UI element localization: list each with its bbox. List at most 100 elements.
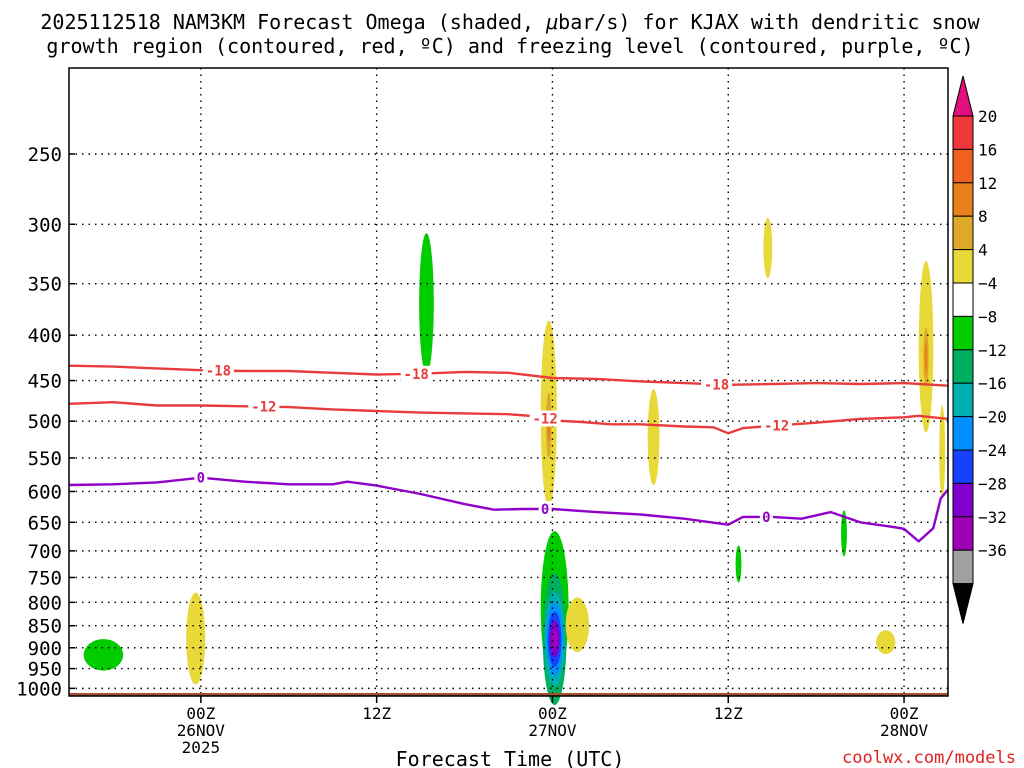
contour-label--18: -18 <box>206 364 231 380</box>
omega-shade <box>735 545 742 583</box>
omega-shade <box>647 389 660 485</box>
credit-text: coolwx.com/models <box>842 748 1016 768</box>
colorbar-label: −12 <box>978 341 1007 360</box>
contour-label--12: -12 <box>251 400 276 416</box>
y-tick-label: 250 <box>28 144 62 166</box>
contour-label-0: 0 <box>762 510 770 526</box>
colorbar-swatch <box>952 215 974 251</box>
y-tick-label: 450 <box>28 371 62 393</box>
x-tick-label: 27NOV <box>528 721 577 740</box>
colorbar-swatch <box>952 482 974 518</box>
x-tick-label: 00Z <box>186 704 215 723</box>
colorbar-swatch <box>952 349 974 384</box>
y-tick-label: 650 <box>28 512 62 534</box>
colorbar-swatch <box>952 249 974 284</box>
y-tick-label: 950 <box>28 659 62 681</box>
y-tick-label: 600 <box>28 481 62 503</box>
y-tick-label: 700 <box>28 541 62 563</box>
contour-layer: -18 -18 -18 -12 -12 -12 0 0 0 <box>68 362 949 543</box>
contour-label--18: -18 <box>704 377 729 393</box>
colorbar-swatch <box>952 516 974 551</box>
omega-positive-feature-9 <box>939 405 946 498</box>
contour-label--18: -18 <box>404 367 429 383</box>
x-tick-label: 28NOV <box>880 721 929 740</box>
colorbar-label: 8 <box>978 207 988 226</box>
chart-title-mu-symbol: μ <box>545 10 558 34</box>
y-tick-label: 500 <box>28 411 62 433</box>
y-tick-label: 1000 <box>16 678 62 700</box>
colorbar-label: 4 <box>978 241 988 260</box>
omega-shade <box>186 592 206 685</box>
colorbar-label: −20 <box>978 408 1007 427</box>
colorbar-swatch <box>952 315 974 351</box>
contour-label--12: -12 <box>764 418 789 434</box>
y-tick-label: 300 <box>28 214 62 236</box>
x-tick-label: 12Z <box>714 704 743 723</box>
chart-title-line-1-prefix: 2025112518 NAM3KM Forecast Omega (shaded… <box>40 10 546 34</box>
colorbar-label: −16 <box>978 374 1007 393</box>
omega-shade <box>83 639 124 671</box>
contour-label-bg <box>761 417 793 434</box>
x-tick-label: 00Z <box>890 704 919 723</box>
colorbar-swatch <box>952 115 974 150</box>
omega-shade <box>876 630 896 655</box>
colorbar-swatch <box>952 182 974 217</box>
omega-positive-feature-8 <box>918 261 934 433</box>
chart-title-line-1-suffix: bar/s) for KJAX with dendritic snow <box>558 10 980 34</box>
terrain-fill <box>69 692 948 696</box>
colorbar-swatch <box>952 148 974 184</box>
omega-shade <box>763 217 773 279</box>
colorbar-label: 12 <box>978 174 997 193</box>
colorbar-label: −28 <box>978 474 1007 493</box>
y-tick-label: 550 <box>28 448 62 470</box>
contour-label-bg <box>701 376 733 393</box>
omega-shade-peak <box>924 341 928 373</box>
omega-positive-feature-11 <box>565 597 590 653</box>
y-tick-label: 750 <box>28 567 62 589</box>
plot-frame <box>68 67 949 697</box>
y-tick-label: 800 <box>28 592 62 614</box>
omega-positive-feature-6 <box>647 389 660 485</box>
colorbar-swatch <box>952 416 974 451</box>
y-tick-label: 900 <box>28 638 62 660</box>
colorbar: 20 16 12 8 4 −4 −8 −12 −16 −20 −24 −28 −32 −36 <box>952 75 1007 624</box>
colorbar-label: 20 <box>978 107 997 126</box>
contour-label--12: -12 <box>532 411 557 427</box>
gridlines <box>69 68 948 696</box>
contour-label-0: 0 <box>197 471 205 487</box>
omega-shade <box>939 405 946 498</box>
colorbar-label: −8 <box>978 307 997 326</box>
omega-shade-ring <box>551 629 558 649</box>
contour-label-bg <box>202 362 234 379</box>
contour-label-bg <box>248 398 280 415</box>
chart-title-line-2: growth region (contoured, red, ºC) and f… <box>46 34 973 58</box>
omega-shade <box>565 597 590 653</box>
omega-shading-layer <box>83 217 946 706</box>
colorbar-swatch <box>952 282 974 317</box>
y-axis: 2503003504004505005506006507007508008509… <box>16 144 75 700</box>
contour-line--18 <box>68 364 949 387</box>
colorbar-label: 16 <box>978 140 997 159</box>
contour-label-bg <box>194 469 208 486</box>
x-tick-label: 2025 <box>182 738 221 757</box>
chart-title-line-1: 2025112518 NAM3KM Forecast Omega (shaded… <box>40 10 980 34</box>
contour-label-bg <box>759 508 773 525</box>
y-tick-label: 350 <box>28 274 62 296</box>
contour-label-0: 0 <box>541 502 549 518</box>
omega-shade <box>419 233 434 374</box>
terrain-layer <box>69 692 948 696</box>
colorbar-swatch <box>952 382 974 418</box>
colorbar-max-triangle <box>952 75 974 117</box>
omega-negative-feature-1 <box>83 639 124 671</box>
colorbar-label: −36 <box>978 541 1007 560</box>
colorbar-min-triangle <box>952 583 974 624</box>
omega-negative-feature-0 <box>419 233 434 374</box>
omega-positive-feature-10 <box>186 592 206 685</box>
x-axis-label: Forecast Time (UTC) <box>396 747 625 768</box>
contour-label-bg <box>400 365 432 382</box>
x-tick-label: 26NOV <box>177 721 226 740</box>
colorbar-swatch <box>952 549 974 585</box>
x-tick-label: 12Z <box>362 704 391 723</box>
y-tick-label: 400 <box>28 325 62 347</box>
